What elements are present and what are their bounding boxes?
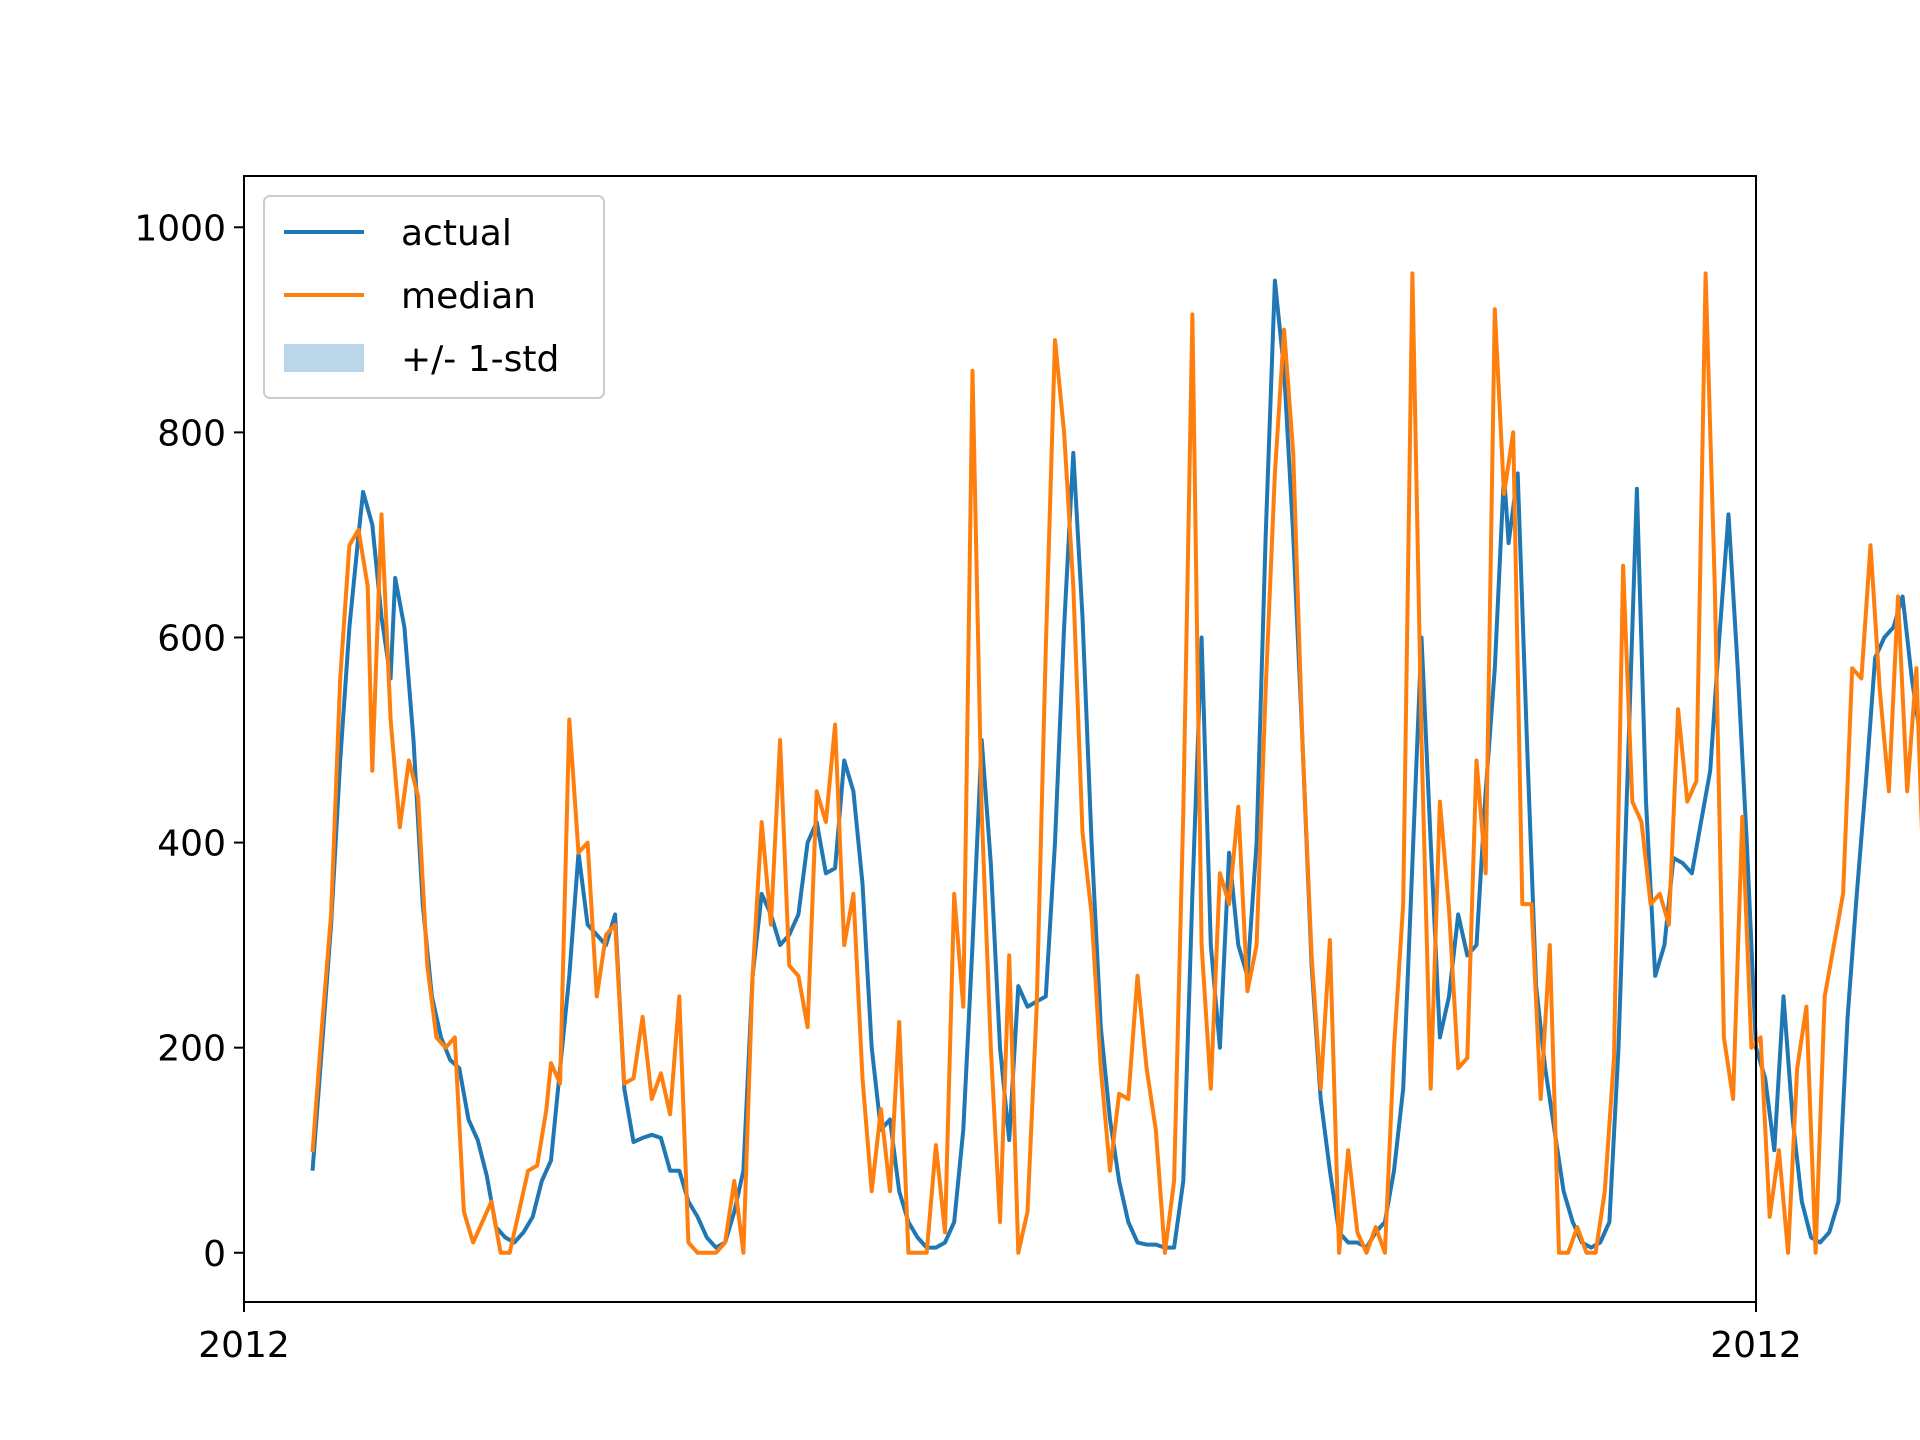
series-layer bbox=[310, 271, 1920, 1255]
x-tick-label: 2012 bbox=[198, 1325, 290, 1366]
y-tick-label: 400 bbox=[157, 824, 226, 865]
x-tick-label: 2012 bbox=[1710, 1325, 1802, 1366]
legend-box bbox=[263, 195, 605, 399]
legend-label: median bbox=[401, 276, 536, 317]
legend-swatch-std-band bbox=[284, 344, 364, 372]
legend-label: +/- 1-std bbox=[401, 339, 559, 380]
axes-frame bbox=[243, 175, 1757, 1303]
axis-ticks: 0 200 400 600 800 1000 2012 2012 bbox=[134, 208, 1801, 1366]
y-tick-label: 600 bbox=[157, 618, 226, 659]
y-tick-label: 200 bbox=[157, 1029, 226, 1070]
y-tick-label: 800 bbox=[157, 413, 226, 454]
y-tick-label: 1000 bbox=[134, 208, 226, 249]
y-tick-label: 0 bbox=[203, 1234, 226, 1275]
legend-label: actual bbox=[401, 213, 512, 254]
series-line-median bbox=[310, 271, 1920, 1255]
legend: actual median +/- 1-std bbox=[263, 195, 605, 399]
